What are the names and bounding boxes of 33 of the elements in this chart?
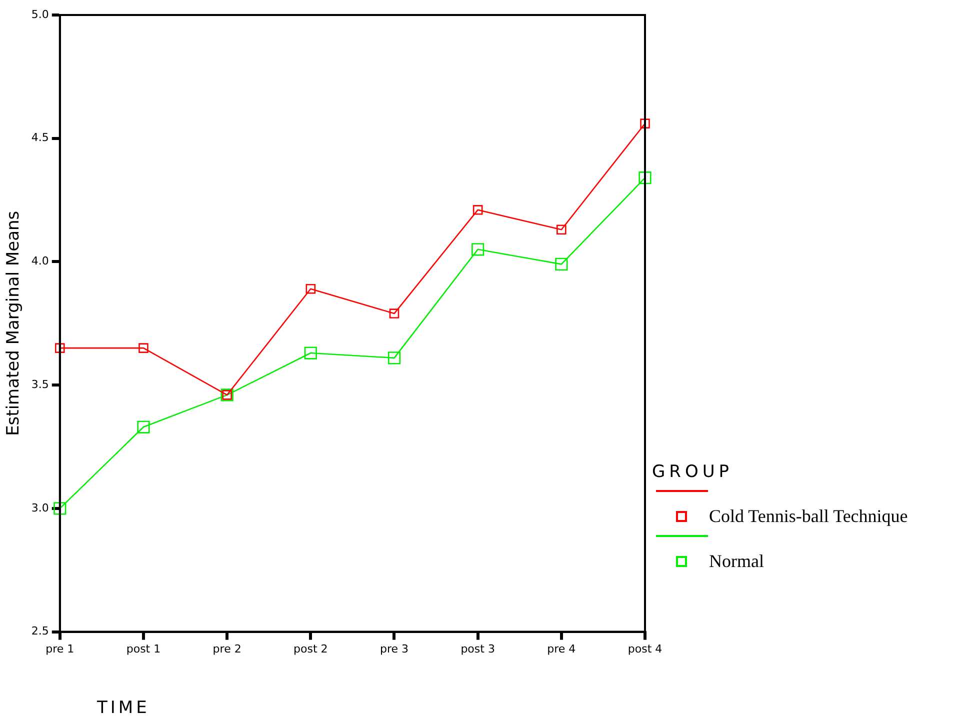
y-tick-label: 4.0: [31, 254, 49, 268]
x-tick-label: pre 3: [380, 642, 409, 656]
point: [638, 172, 652, 184]
x-tick-label: post 4: [628, 642, 662, 656]
x-tick-label: pre 1: [46, 642, 74, 656]
point: [389, 308, 400, 318]
point: [306, 284, 316, 294]
x-tick-label: pre 4: [547, 642, 576, 656]
y-tick-label: 3.5: [31, 378, 49, 391]
y-axis-title: Estimated Marginal Means: [4, 210, 24, 436]
y-tick-label: 2.5: [31, 624, 49, 638]
point: [556, 224, 566, 235]
x-tick-label: post 1: [126, 642, 161, 656]
point: [388, 352, 401, 364]
x-axis-title: TIME: [97, 698, 150, 718]
legend-label: Normal: [709, 551, 764, 572]
point: [54, 502, 66, 515]
y-tick-label: 5.0: [31, 8, 49, 21]
x-tick-label: post 3: [460, 642, 495, 656]
point: [472, 205, 483, 215]
legend-label: Cold Tennis-ball Technique: [709, 506, 908, 527]
point: [137, 420, 150, 434]
point: [640, 118, 650, 128]
point: [138, 343, 148, 353]
legend-title: GROUP: [652, 462, 734, 482]
y-tick-label: 3.0: [31, 501, 49, 514]
point: [472, 243, 484, 256]
point: [555, 258, 568, 270]
y-tick-label: 4.5: [31, 131, 49, 144]
point: [304, 346, 317, 360]
x-tick-label: post 2: [294, 642, 328, 656]
x-tick-label: pre 2: [212, 642, 242, 656]
point: [55, 343, 65, 353]
